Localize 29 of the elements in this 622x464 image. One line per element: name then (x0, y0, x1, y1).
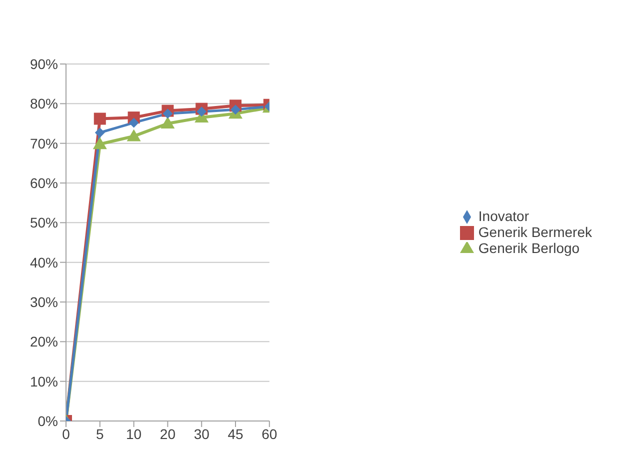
y-tick-label: 70% (30, 135, 58, 152)
y-tick-label: 60% (30, 174, 58, 191)
x-tick-label: 30 (194, 426, 210, 442)
x-tick-label: 45 (228, 426, 244, 442)
y-tick-label: 90% (30, 56, 58, 72)
legend-label: Generik Berlogo (478, 240, 580, 256)
point (94, 112, 106, 125)
point (160, 116, 175, 128)
y-tick-label: 40% (30, 254, 58, 270)
x-tick-label: 20 (160, 426, 176, 442)
y-tick-label: 20% (30, 334, 58, 350)
x-tick-label: 10 (126, 426, 142, 442)
point (230, 104, 241, 115)
y-tick-label: 30% (30, 294, 58, 310)
point (126, 129, 141, 142)
x-tick-label: 0 (62, 426, 70, 442)
point (128, 118, 139, 128)
point (196, 106, 207, 117)
point (94, 128, 105, 138)
x-tick-label: 5 (96, 426, 104, 442)
point (92, 137, 107, 150)
point (162, 108, 173, 119)
y-tick-label: 80% (30, 96, 58, 112)
x-tick-label: 60 (262, 426, 278, 442)
y-tick-label: 0% (38, 412, 58, 429)
y-tick-label: 50% (30, 214, 58, 231)
legend-label: Inovator (478, 208, 529, 224)
legend-label: Generik Bermerek (478, 224, 592, 240)
y-tick-label: 10% (30, 373, 58, 390)
